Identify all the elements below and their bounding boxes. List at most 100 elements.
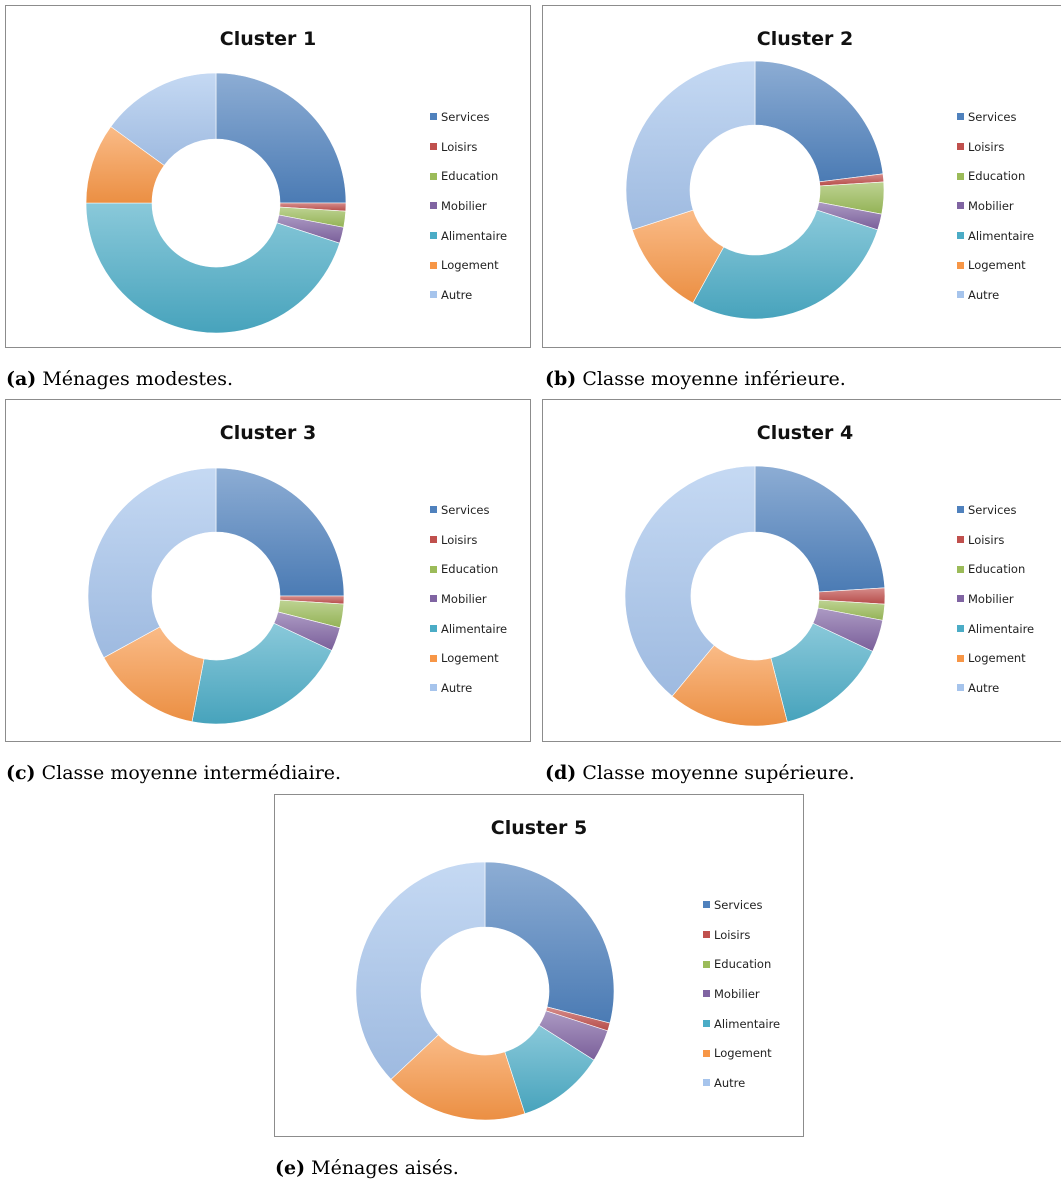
legend-item-mobilier: Mobilier: [430, 191, 507, 221]
legend-swatch: [957, 143, 964, 151]
legend-swatch: [703, 931, 710, 939]
legend-item-education: Education: [703, 949, 780, 979]
legend-item-loisirs: Loisirs: [430, 132, 507, 162]
legend-item-logement: Logement: [957, 643, 1034, 673]
legend-label: Education: [968, 169, 1026, 184]
legend-label: Alimentaire: [968, 621, 1035, 636]
legend-label: Autre: [714, 1075, 746, 1090]
chart-panel-cluster-5: Cluster 5 Services Loisirs Education Mobili…: [274, 794, 804, 1137]
slice-alimentaire: [85, 202, 341, 334]
legend-swatch: [430, 565, 437, 573]
legend-swatch: [703, 990, 710, 998]
legend-swatch: [957, 565, 964, 573]
caption-b: (b) Classe moyenne inférieure.: [545, 368, 846, 390]
slice-services: [215, 467, 345, 597]
legend-label: Education: [441, 562, 499, 577]
legend-item-services: Services: [957, 495, 1034, 525]
slice-autre: [87, 467, 217, 659]
donut-chart-cluster-1: [85, 72, 347, 334]
legend-item-education: Education: [430, 554, 507, 584]
legend-swatch: [703, 901, 710, 909]
legend-label: Loisirs: [441, 532, 478, 547]
caption-label: (b): [545, 368, 577, 390]
legend-label: Services: [714, 897, 763, 912]
slice-services: [754, 60, 884, 183]
caption-text: Classe moyenne supérieure.: [582, 762, 855, 784]
slice-alimentaire: [692, 209, 879, 320]
donut-chart-cluster-2: [625, 60, 885, 320]
legend-swatch: [430, 625, 437, 633]
legend-label: Mobilier: [441, 591, 487, 606]
legend-item-autre: Autre: [957, 673, 1034, 703]
legend-label: Mobilier: [441, 198, 487, 213]
legend-item-loisirs: Loisirs: [957, 525, 1034, 555]
legend-item-services: Services: [703, 890, 780, 920]
chart-legend: Services Loisirs Education Mobilier Alimenta…: [430, 495, 507, 703]
chart-panel-cluster-1: Cluster 1 Services Loisirs Education Mobili…: [5, 5, 531, 348]
legend-label: Services: [968, 502, 1017, 517]
legend-swatch: [957, 261, 964, 269]
legend-swatch: [430, 113, 437, 121]
chart-title: Cluster 2: [756, 28, 854, 50]
legend-swatch: [957, 506, 964, 514]
caption-a: (a) Ménages modestes.: [6, 368, 233, 390]
legend-item-education: Education: [957, 161, 1034, 191]
legend-label: Logement: [441, 651, 499, 666]
chart-legend: Services Loisirs Education Mobilier Alimenta…: [957, 102, 1034, 310]
slice-services: [754, 465, 886, 593]
chart-legend: Services Loisirs Education Mobilier Alimenta…: [957, 495, 1034, 703]
legend-item-logement: Logement: [703, 1038, 780, 1068]
legend-label: Loisirs: [968, 139, 1005, 154]
legend-item-services: Services: [957, 102, 1034, 132]
legend-label: Services: [441, 109, 490, 124]
legend-swatch: [430, 684, 437, 692]
legend-label: Mobilier: [714, 986, 760, 1001]
slice-autre: [110, 72, 217, 166]
legend-swatch: [957, 113, 964, 121]
legend-swatch: [430, 232, 437, 240]
donut-chart-cluster-3: [87, 467, 345, 725]
slice-services: [215, 72, 347, 204]
legend-item-logement: Logement: [957, 250, 1034, 280]
legend-swatch: [957, 202, 964, 210]
legend-swatch: [957, 172, 964, 180]
legend-label: Alimentaire: [441, 621, 508, 636]
legend-label: Logement: [714, 1046, 772, 1061]
legend-item-services: Services: [430, 102, 507, 132]
caption-text: Ménages aisés.: [311, 1157, 459, 1179]
legend-label: Mobilier: [968, 198, 1014, 213]
caption-text: Classe moyenne intermédiaire.: [41, 762, 342, 784]
legend-swatch: [957, 536, 964, 544]
chart-panel-cluster-4: Cluster 4 Services Loisirs Education Mobili…: [542, 399, 1061, 742]
legend-label: Alimentaire: [968, 228, 1035, 243]
legend-item-autre: Autre: [703, 1068, 780, 1098]
chart-legend: Services Loisirs Education Mobilier Alimenta…: [703, 890, 780, 1098]
legend-swatch: [430, 506, 437, 514]
legend-swatch: [430, 536, 437, 544]
legend-swatch: [430, 654, 437, 662]
slice-autre: [355, 861, 486, 1080]
legend-swatch: [430, 291, 437, 299]
chart-title: Cluster 1: [219, 28, 317, 50]
donut-chart-cluster-4: [624, 465, 886, 727]
caption-label: (e): [275, 1157, 306, 1179]
slice-autre: [625, 60, 756, 231]
legend-item-alimentaire: Alimentaire: [703, 1009, 780, 1039]
legend-item-mobilier: Mobilier: [703, 979, 780, 1009]
legend-swatch: [957, 595, 964, 603]
caption-label: (c): [6, 762, 36, 784]
legend-label: Alimentaire: [441, 228, 508, 243]
chart-title: Cluster 4: [756, 422, 854, 444]
slice-autre: [624, 465, 756, 697]
legend-label: Autre: [968, 287, 1000, 302]
legend-swatch: [430, 202, 437, 210]
legend-swatch: [430, 261, 437, 269]
legend-item-loisirs: Loisirs: [957, 132, 1034, 162]
legend-label: Logement: [968, 258, 1026, 273]
legend-item-alimentaire: Alimentaire: [430, 614, 507, 644]
legend-label: Education: [441, 169, 499, 184]
legend-label: Logement: [441, 258, 499, 273]
legend-item-alimentaire: Alimentaire: [430, 221, 507, 251]
caption-text: Ménages modestes.: [42, 368, 234, 390]
legend-label: Education: [968, 562, 1026, 577]
